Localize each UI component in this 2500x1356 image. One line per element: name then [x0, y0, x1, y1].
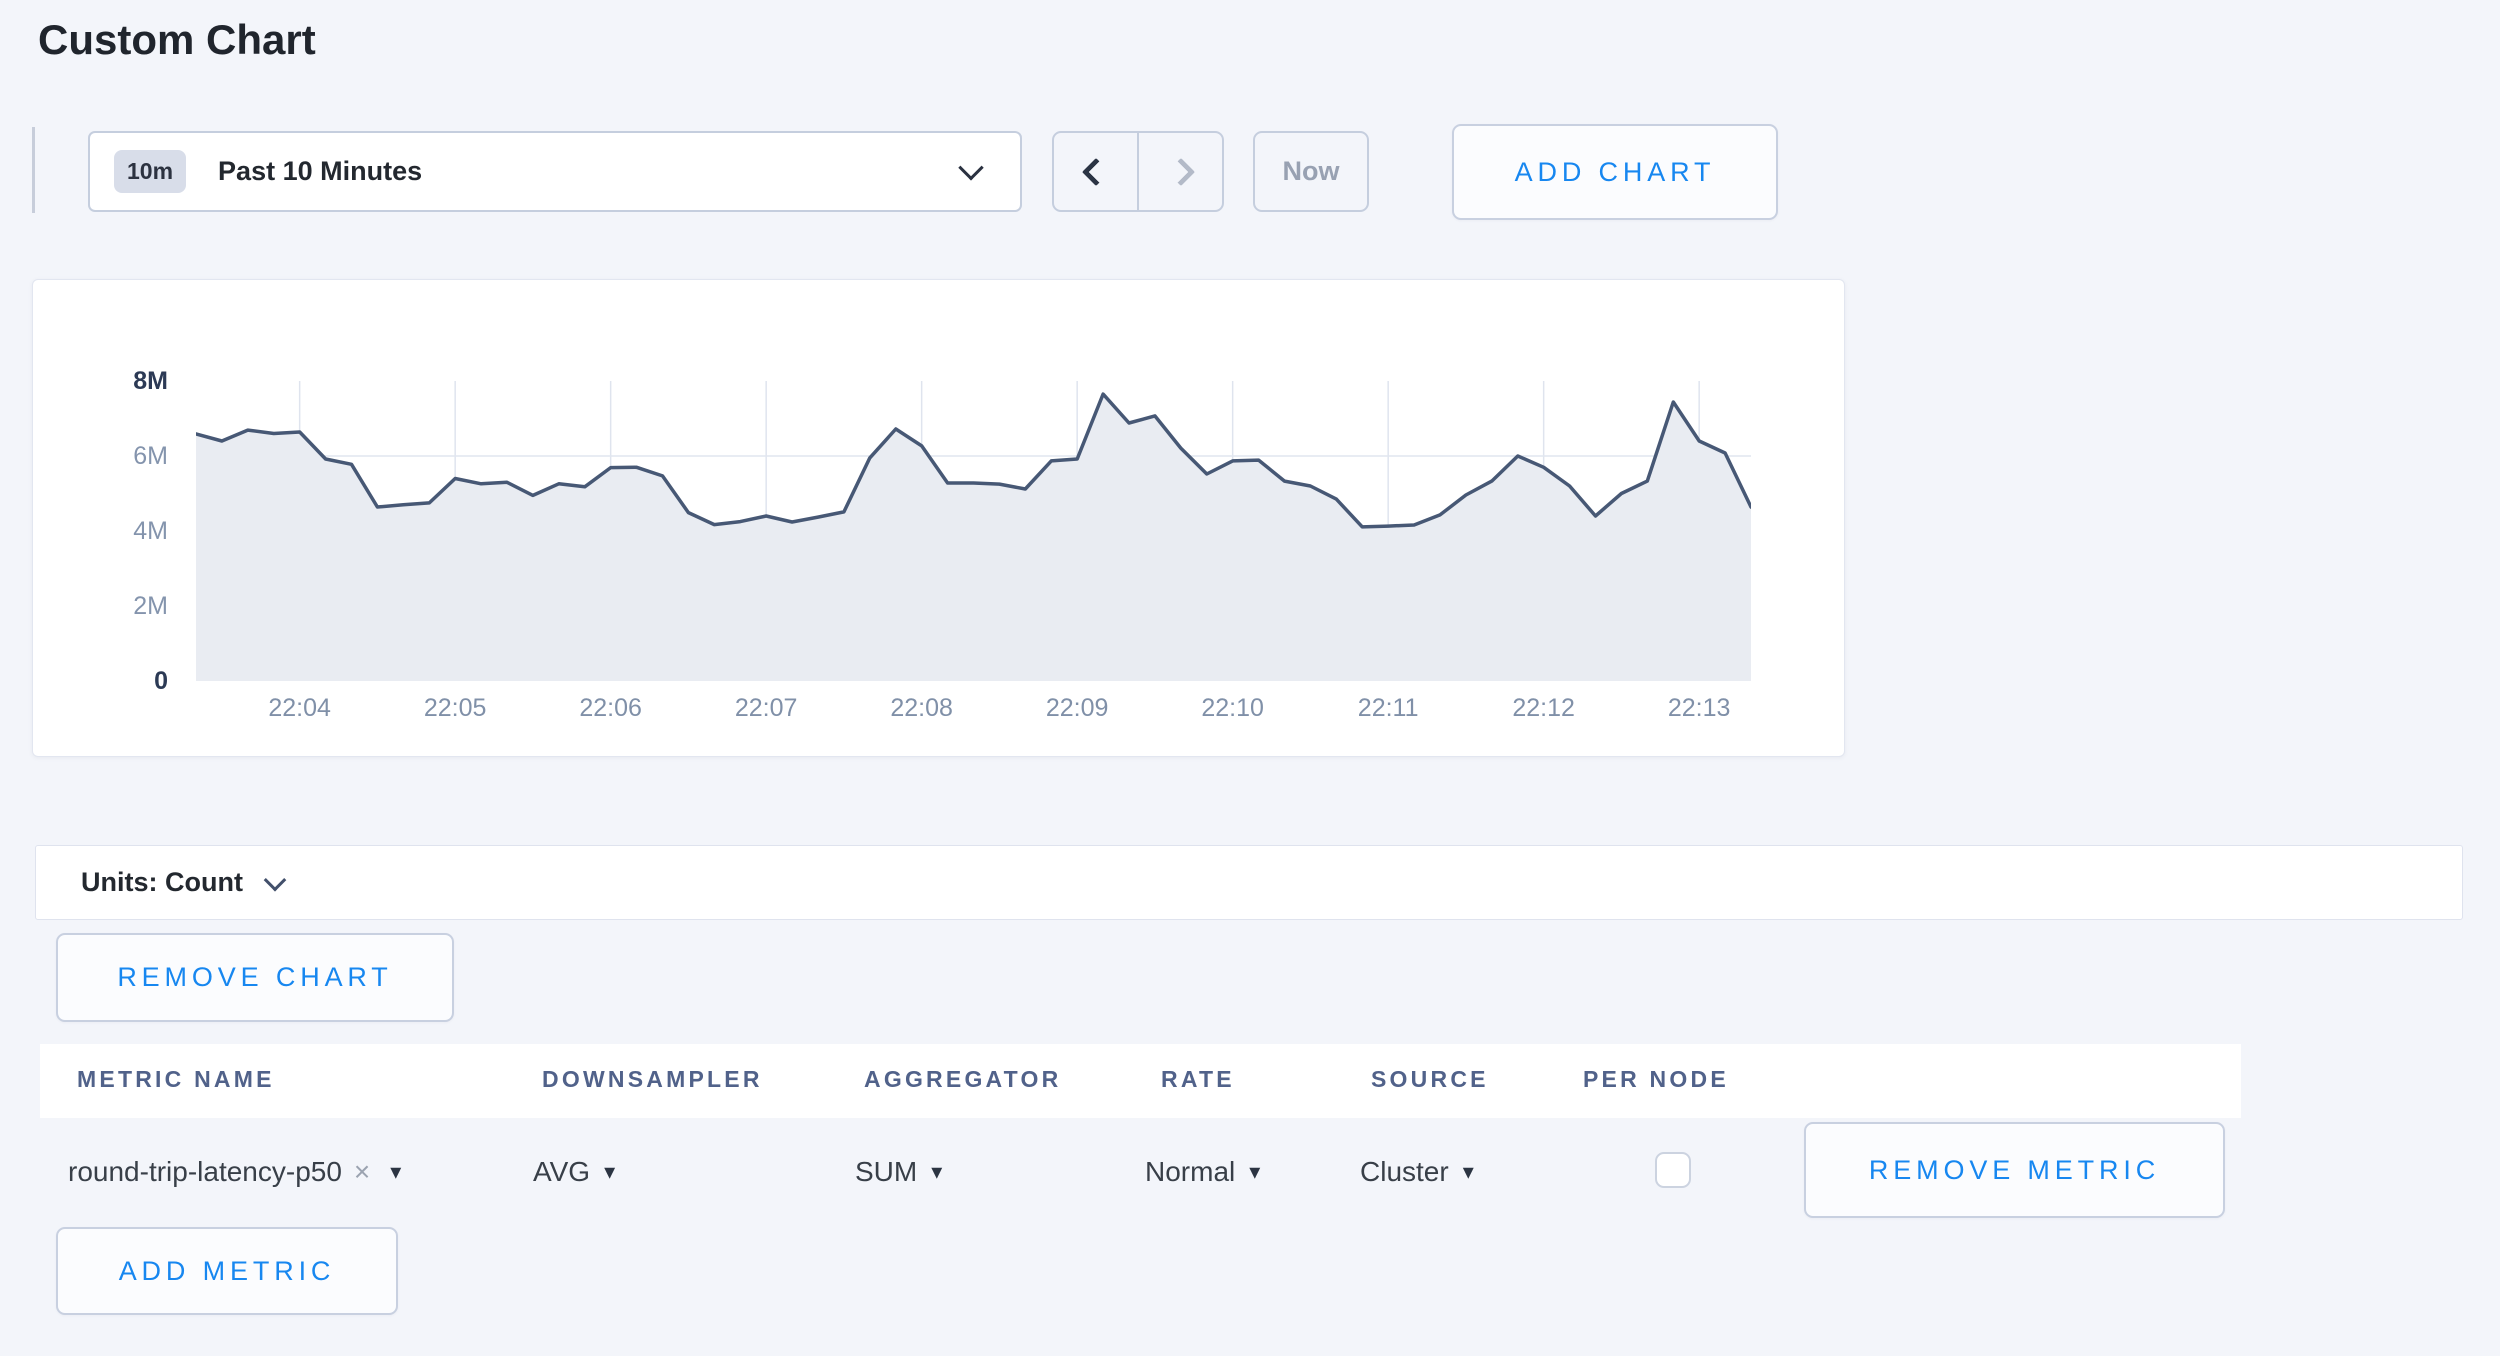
- column-header-per-node: PER NODE: [1583, 1066, 1729, 1092]
- time-window-badge: 10m: [114, 150, 187, 193]
- x-axis-label: 22:12: [1512, 694, 1575, 722]
- chevron-down-icon: [958, 154, 984, 180]
- toolbar-left-divider: [32, 127, 35, 213]
- time-window-dropdown[interactable]: 10m Past 10 Minutes: [88, 131, 1022, 212]
- caret-down-icon: ▾: [931, 1159, 943, 1184]
- column-header-rate: RATE: [1161, 1066, 1235, 1092]
- metric-name-value: round-trip-latency-p50: [68, 1156, 342, 1187]
- y-axis-label: 4M: [133, 517, 168, 545]
- next-time-button[interactable]: [1139, 133, 1222, 210]
- rate-select[interactable]: Normal ▾: [1145, 1146, 1260, 1198]
- page-title: Custom Chart: [38, 16, 316, 63]
- column-header-metric-name: METRIC NAME: [77, 1066, 275, 1092]
- aggregator-value: SUM: [855, 1156, 918, 1187]
- remove-metric-token-icon[interactable]: ×: [353, 1156, 371, 1187]
- downsampler-select[interactable]: AVG ▾: [533, 1146, 615, 1198]
- column-header-source: SOURCE: [1371, 1066, 1489, 1092]
- rate-value: Normal: [1145, 1156, 1236, 1187]
- chart-card: 8M 6M 4M 2M 0 22:04 22:05 22:06 22:07 22:08 2…: [32, 279, 1845, 757]
- column-header-aggregator: AGGREGATOR: [864, 1066, 1062, 1092]
- caret-down-icon: ▾: [390, 1159, 402, 1184]
- add-chart-button[interactable]: ADD CHART: [1452, 124, 1778, 220]
- x-axis-label: 22:08: [890, 694, 953, 722]
- y-axis-label: 6M: [133, 442, 168, 470]
- downsampler-value: AVG: [533, 1156, 591, 1187]
- x-axis-label: 22:13: [1667, 694, 1731, 722]
- metrics-table-header: METRIC NAME DOWNSAMPLER AGGREGATOR RATE …: [40, 1044, 2241, 1118]
- caret-down-icon: ▾: [1462, 1159, 1474, 1184]
- caret-down-icon: ▾: [604, 1159, 616, 1184]
- time-pager: [1052, 131, 1224, 212]
- add-metric-button[interactable]: ADD METRIC: [56, 1227, 398, 1315]
- time-window-value: Past 10 Minutes: [218, 156, 423, 186]
- x-axis-label: 22:05: [423, 694, 487, 722]
- remove-chart-button[interactable]: REMOVE CHART: [56, 933, 454, 1022]
- x-axis-label: 22:11: [1357, 694, 1419, 722]
- x-axis-label: 22:09: [1045, 694, 1109, 722]
- x-axis-label: 22:10: [1201, 694, 1264, 722]
- chevron-left-icon: [1081, 157, 1110, 186]
- remove-metric-button[interactable]: REMOVE METRIC: [1804, 1122, 2225, 1218]
- now-button[interactable]: Now: [1253, 131, 1369, 212]
- source-select[interactable]: Cluster ▾: [1360, 1146, 1474, 1198]
- per-node-checkbox[interactable]: [1655, 1152, 1691, 1188]
- metric-name-select[interactable]: round-trip-latency-p50 × ▾: [68, 1146, 401, 1198]
- caret-down-icon: ▾: [1249, 1159, 1261, 1184]
- aggregator-select[interactable]: SUM ▾: [855, 1146, 942, 1198]
- y-axis-label: 0: [154, 667, 168, 695]
- x-axis-label: 22:07: [734, 694, 798, 722]
- column-header-downsampler: DOWNSAMPLER: [542, 1066, 763, 1092]
- units-bar: Units: Count: [35, 845, 2463, 920]
- x-axis-label: 22:04: [268, 694, 331, 722]
- prev-time-button[interactable]: [1054, 133, 1139, 210]
- y-axis-label: 2M: [133, 592, 168, 620]
- units-dropdown[interactable]: Units: Count: [81, 867, 287, 898]
- units-dropdown-label: Units: Count: [81, 867, 243, 897]
- y-axis-label: 8M: [133, 367, 168, 395]
- chevron-down-icon: [263, 868, 287, 891]
- timeseries-area-chart: [196, 381, 1751, 681]
- chevron-right-icon: [1166, 157, 1195, 186]
- x-axis-label: 22:06: [579, 694, 642, 722]
- source-value: Cluster: [1360, 1156, 1449, 1187]
